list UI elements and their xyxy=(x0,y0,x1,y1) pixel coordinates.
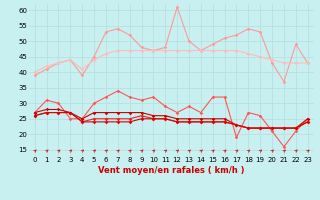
X-axis label: Vent moyen/en rafales ( km/h ): Vent moyen/en rafales ( km/h ) xyxy=(98,166,244,175)
